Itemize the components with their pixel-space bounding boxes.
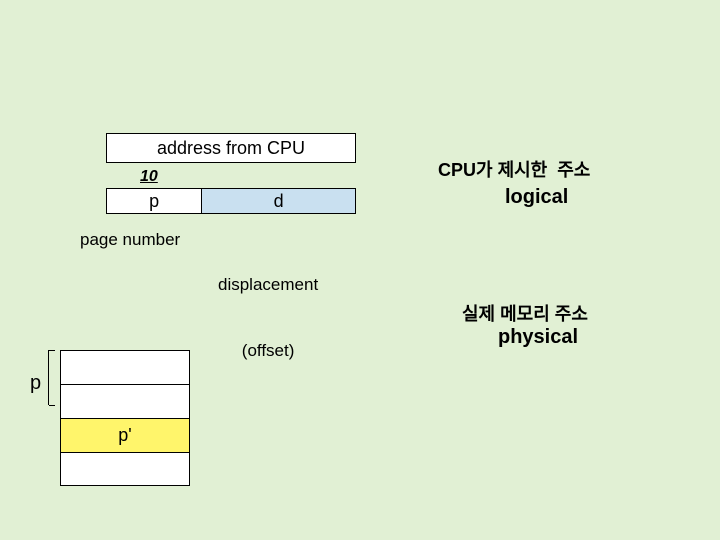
bracket bbox=[48, 350, 49, 405]
p-label: p bbox=[149, 191, 159, 212]
pd-box: p d bbox=[106, 188, 356, 214]
address-from-cpu-label: address from CPU bbox=[157, 138, 305, 159]
table-row: p' bbox=[61, 419, 189, 453]
p-side-label: p bbox=[30, 372, 41, 395]
mem-korean-label: 실제 메모리 주소 bbox=[462, 300, 588, 326]
p-prime-label: p' bbox=[118, 425, 131, 446]
table-row bbox=[61, 453, 189, 487]
page-table: p' bbox=[60, 350, 190, 486]
cpu-korean-label: CPU가 제시한 주소 bbox=[438, 156, 590, 182]
d-label: d bbox=[274, 191, 284, 212]
table-row bbox=[61, 385, 189, 419]
ten-label: 10 bbox=[140, 168, 158, 186]
page-number-label: page number bbox=[80, 230, 180, 250]
displacement-label: displacement (offset) bbox=[218, 230, 318, 384]
logical-label: logical bbox=[505, 186, 568, 209]
pd-p-cell: p bbox=[107, 189, 202, 213]
table-row bbox=[61, 351, 189, 385]
bracket-top-tick bbox=[49, 350, 55, 351]
pd-d-cell: d bbox=[202, 189, 355, 213]
address-from-cpu-box: address from CPU bbox=[106, 133, 356, 163]
displacement-line1: displacement bbox=[218, 274, 318, 296]
physical-label: physical bbox=[498, 326, 578, 349]
displacement-line2: (offset) bbox=[218, 340, 318, 362]
bracket-bottom-tick bbox=[49, 405, 55, 406]
